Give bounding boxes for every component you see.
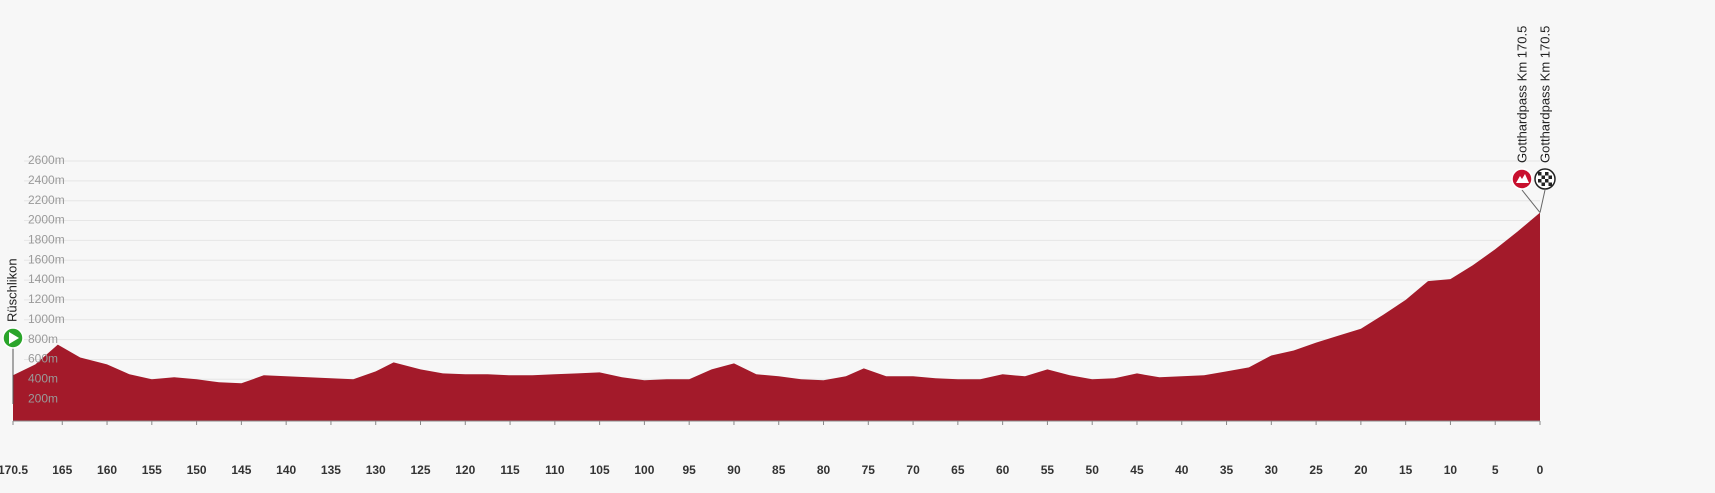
x-tick-label: 110 (545, 463, 565, 477)
finish-icon-square (1541, 182, 1545, 186)
x-tick-label: 0 (1537, 463, 1544, 477)
x-tick-label: 105 (590, 463, 610, 477)
finish-icon-square (1541, 175, 1545, 179)
finish-icon-square (1545, 172, 1549, 176)
start-icon-arrow (9, 332, 19, 344)
x-tick-label: 95 (682, 463, 696, 477)
x-tick-label: 170.5 (0, 463, 28, 477)
x-tick-label: 115 (500, 463, 520, 477)
x-tick-label: 80 (817, 463, 831, 477)
x-tick-label: 60 (996, 463, 1010, 477)
y-tick-label: 400m (28, 371, 58, 385)
y-tick-label: 1000m (28, 312, 65, 326)
x-tick-label: 145 (231, 463, 251, 477)
x-tick-label: 35 (1220, 463, 1234, 477)
y-tick-label: 600m (28, 352, 58, 366)
x-tick-label: 85 (772, 463, 786, 477)
x-tick-label: 15 (1399, 463, 1413, 477)
y-tick-label: 1600m (28, 252, 65, 266)
x-tick-label: 10 (1444, 463, 1458, 477)
x-axis: 170.5 165 160 155 150 145 140 135 130 125 120 115 11… (0, 420, 1544, 477)
y-axis: 200m 400m 600m 800m 1000m 1200m 1400m 1600m 1800… (28, 153, 65, 405)
x-tick-label: 70 (906, 463, 920, 477)
elevation-area (13, 212, 1540, 421)
x-tick-label: 100 (634, 463, 654, 477)
x-tick-label: 50 (1086, 463, 1100, 477)
finish-icon-square (1548, 182, 1552, 186)
x-tick-label: 45 (1130, 463, 1144, 477)
finish-icon-square (1548, 175, 1552, 179)
start-label: Rüschlikon (4, 258, 19, 322)
x-tick-label: 135 (321, 463, 341, 477)
y-tick-label: 200m (28, 391, 58, 405)
x-tick-label: 55 (1041, 463, 1055, 477)
marker-stem (1521, 189, 1541, 213)
y-tick-label: 800m (28, 332, 58, 346)
y-tick-label: 2600m (28, 153, 65, 167)
y-tick-label: 1400m (28, 272, 65, 286)
x-tick-label: 150 (187, 463, 207, 477)
x-tick-label: 130 (366, 463, 386, 477)
x-tick-label: 120 (455, 463, 475, 477)
x-tick-label: 155 (142, 463, 162, 477)
y-tick-label: 1200m (28, 292, 65, 306)
y-tick-label: 1800m (28, 233, 65, 247)
profile (13, 212, 1540, 421)
finish-icon-square (1545, 179, 1549, 183)
finish-label: Gotthardpass Km 170.5 (1537, 26, 1552, 163)
y-tick-label: 2400m (28, 173, 65, 187)
finish-icon-square (1538, 172, 1542, 176)
x-tick-label: 165 (52, 463, 72, 477)
x-tick-label: 75 (862, 463, 876, 477)
x-tick-label: 125 (410, 463, 430, 477)
x-tick-label: 40 (1175, 463, 1189, 477)
x-tick-label: 65 (951, 463, 965, 477)
y-tick-label: 2000m (28, 213, 65, 227)
marker-stem (1539, 189, 1546, 213)
finish-label: Gotthardpass Km 170.5 (1514, 26, 1529, 163)
x-tick-label: 90 (727, 463, 741, 477)
finish-icon-square (1538, 179, 1542, 183)
y-tick-label: 2200m (28, 193, 65, 207)
climb-icon-mountain (1516, 174, 1529, 183)
x-tick-label: 25 (1309, 463, 1323, 477)
annotations: Rüschlikon Gotthardpass Km 170.5 Gotthardp… (2, 26, 1556, 404)
x-tick-label: 20 (1354, 463, 1368, 477)
x-tick-label: 30 (1265, 463, 1279, 477)
x-tick-label: 160 (97, 463, 117, 477)
x-tick-label: 140 (276, 463, 296, 477)
x-tick-label: 5 (1492, 463, 1499, 477)
